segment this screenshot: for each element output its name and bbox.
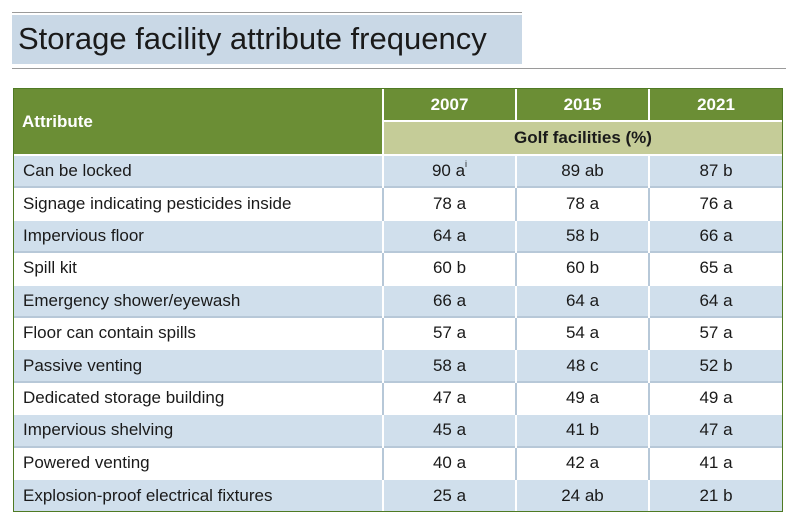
table-row: Impervious shelving 45 a 41 b 47 a <box>14 413 782 447</box>
value-cell-2015: 41 b <box>516 413 650 447</box>
value-cell-2007: 64 a <box>383 218 517 253</box>
table-row: Impervious floor 64 a 58 b 66 a <box>14 218 782 253</box>
value-cell-2015: 58 b <box>516 218 650 253</box>
value-cell-2021: 47 a <box>649 413 782 447</box>
value-cell-2015: 78 a <box>516 186 650 220</box>
attribute-cell: Dedicated storage building <box>14 380 384 415</box>
value-cell-2007: 78 a <box>383 186 517 220</box>
divider-rule <box>12 68 786 69</box>
attribute-cell: Emergency shower/eyewash <box>14 283 384 317</box>
table-row: Emergency shower/eyewash 66 a 64 a 64 a <box>14 283 782 317</box>
units-subheader: Golf facilities (%) <box>383 120 782 155</box>
table-row: Powered venting 40 a 42 a 41 a <box>14 445 782 479</box>
table-row: Spill kit 60 b 60 b 65 a <box>14 251 782 285</box>
page-title: Storage facility attribute frequency <box>18 21 487 56</box>
table-row: Signage indicating pesticides inside 78 a… <box>14 186 782 220</box>
value-cell-2021: 21 b <box>649 477 782 512</box>
attribute-cell: Impervious shelving <box>14 413 384 447</box>
value-cell-2007: 57 a <box>383 315 517 350</box>
value-cell-2015: 60 b <box>516 251 650 285</box>
attribute-column-header: Attribute <box>14 89 384 155</box>
attribute-cell: Explosion-proof electrical fixtures <box>14 477 384 512</box>
value-cell-2015: 42 a <box>516 445 650 479</box>
value-cell-2015: 89 ab <box>516 153 650 188</box>
attribute-frequency-table: Attribute 2007 2015 2021 Golf facilities… <box>13 88 783 512</box>
table-row: Can be locked 90 ai 89 ab 87 b <box>14 153 782 188</box>
value-cell-2007: 45 a <box>383 413 517 447</box>
table-row: Dedicated storage building 47 a 49 a 49 a <box>14 380 782 415</box>
value-cell-2007: 90 ai <box>383 153 517 188</box>
attribute-cell: Signage indicating pesticides inside <box>14 186 384 220</box>
table-row: Passive venting 58 a 48 c 52 b <box>14 348 782 382</box>
year-header-2015: 2015 <box>516 89 650 121</box>
value-cell-2021: 49 a <box>649 380 782 415</box>
value-cell-2007: 25 a <box>383 477 517 512</box>
value-cell-2021: 41 a <box>649 445 782 479</box>
value-cell-2015: 24 ab <box>516 477 650 512</box>
value-text: 90 a <box>431 161 466 181</box>
top-rule <box>12 12 522 13</box>
value-cell-2007: 60 b <box>383 251 517 285</box>
footnote-marker: i <box>465 159 468 170</box>
value-cell-2021: 87 b <box>649 153 782 188</box>
attribute-cell: Spill kit <box>14 251 384 285</box>
value-cell-2007: 40 a <box>383 445 517 479</box>
attribute-cell: Floor can contain spills <box>14 315 384 350</box>
value-cell-2021: 64 a <box>649 283 782 317</box>
attribute-cell: Impervious floor <box>14 218 384 253</box>
value-cell-2021: 65 a <box>649 251 782 285</box>
year-header-2007: 2007 <box>383 89 517 121</box>
table-body: Can be locked 90 ai 89 ab 87 b Signage indic… <box>14 153 782 512</box>
value-cell-2021: 57 a <box>649 315 782 350</box>
value-cell-2015: 49 a <box>516 380 650 415</box>
table-row: Floor can contain spills 57 a 54 a 57 a <box>14 315 782 350</box>
value-cell-2007: 58 a <box>383 348 517 382</box>
value-cell-2015: 64 a <box>516 283 650 317</box>
value-cell-2015: 54 a <box>516 315 650 350</box>
value-cell-2015: 48 c <box>516 348 650 382</box>
value-cell-2021: 52 b <box>649 348 782 382</box>
attribute-cell: Can be locked <box>14 153 384 188</box>
value-cell-2007: 66 a <box>383 283 517 317</box>
value-cell-2007: 47 a <box>383 380 517 415</box>
title-band: Storage facility attribute frequency <box>12 15 522 64</box>
year-header-2021: 2021 <box>649 89 782 121</box>
attribute-cell: Powered venting <box>14 445 384 479</box>
value-cell-2021: 66 a <box>649 218 782 253</box>
value-cell-2021: 76 a <box>649 186 782 220</box>
attribute-cell: Passive venting <box>14 348 384 382</box>
